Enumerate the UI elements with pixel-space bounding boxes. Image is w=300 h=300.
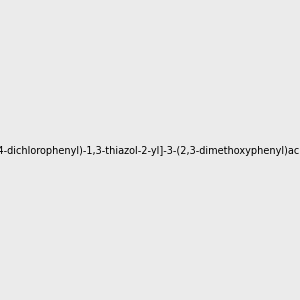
Text: 2-[4-(2,4-dichlorophenyl)-1,3-thiazol-2-yl]-3-(2,3-dimethoxyphenyl)acrylonitrile: 2-[4-(2,4-dichlorophenyl)-1,3-thiazol-2-…: [0, 146, 300, 157]
